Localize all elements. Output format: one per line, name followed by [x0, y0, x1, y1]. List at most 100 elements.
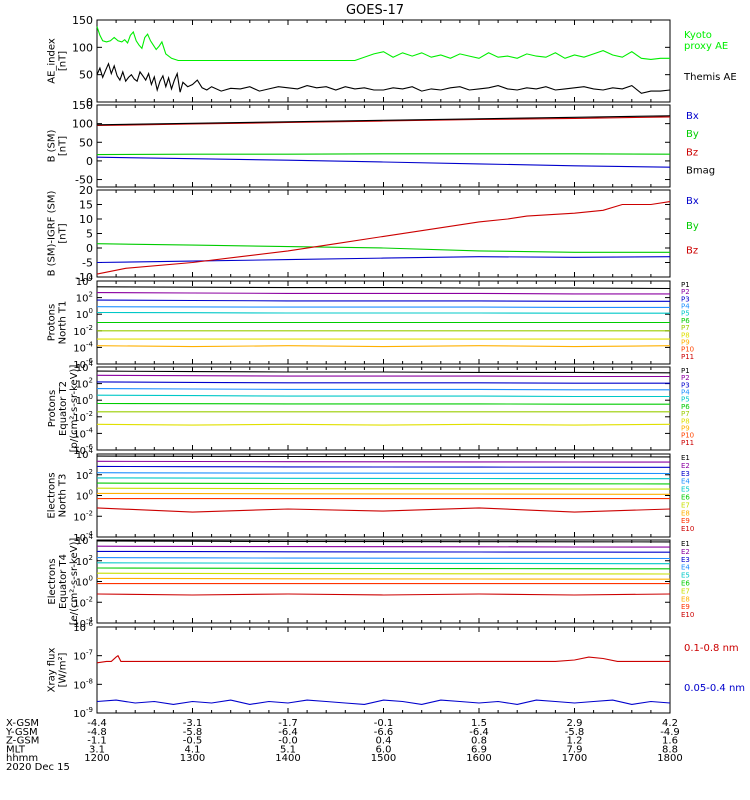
y-tick-exponent: -7 [86, 649, 93, 657]
y-tick-exponent: -6 [86, 443, 94, 451]
series-line-p3 [96, 381, 670, 384]
orbit-value: -4.8 [87, 727, 107, 738]
legend-entry: E10 [681, 525, 694, 533]
series-line-e2 [96, 545, 671, 548]
series-line-bx [96, 256, 671, 264]
legend-entry: E8 [681, 509, 690, 517]
y-tick-exponent: -4 [86, 426, 94, 434]
legend-entry: P10 [681, 346, 694, 354]
y-axis-title-line: B (SM)-IGRF (SM) [47, 191, 58, 277]
y-axis-title-line: North T3 [58, 474, 69, 518]
orbit-row-label: X-GSM [6, 718, 39, 729]
series-line-e5 [96, 562, 671, 565]
orbit-value: 4.1 [185, 744, 201, 755]
series-line-p2 [96, 292, 670, 295]
orbit-value: -5.8 [183, 727, 203, 738]
legend-entry: proxy AE [684, 41, 728, 52]
series-line-kyoto-proxy-ae [96, 26, 670, 62]
legend-entry: E7 [681, 501, 690, 509]
legend-entry: P10 [681, 432, 694, 440]
legend-entry: P4 [681, 389, 690, 397]
legend-entry: Bx [686, 196, 699, 207]
legend-entry: By [686, 221, 699, 232]
y-axis-title-line: [W/m²] [58, 652, 69, 687]
y-tick-exponent: -6 [86, 357, 94, 365]
orbit-value: 1200 [84, 753, 109, 764]
legend-entry: E7 [681, 587, 690, 595]
legend-entry: P11 [681, 439, 694, 447]
y-tick-label: 100 [72, 41, 93, 54]
y-tick-label: 10 [79, 213, 93, 226]
legend-entry: P2 [681, 288, 690, 296]
y-axis-title-line: [p/(cm²-s-sr-keV)] [69, 365, 80, 453]
y-axis-title-line: Protons [47, 390, 58, 427]
panel-legend: 0.1-0.8 nm 0.05-0.4 nm [684, 643, 745, 694]
y-axis-title-line: AE_index [47, 38, 58, 84]
y-tick-exponent: 2 [89, 554, 93, 562]
y-tick-exponent: -8 [86, 677, 93, 685]
legend-entry: P5 [681, 310, 690, 318]
orbit-value: 3.1 [89, 744, 105, 755]
panel-legend: Bx By Bz Bmag [686, 111, 715, 177]
legend-entry: By [686, 129, 699, 140]
legend-entry: E5 [681, 486, 690, 494]
y-tick-label: -10 [75, 271, 93, 284]
series-line-0-05-0-4-nm [96, 699, 671, 705]
orbit-value: 5.1 [280, 744, 296, 755]
legend-entry: Bz [686, 147, 698, 158]
legend-entry: E9 [681, 603, 690, 611]
y-tick-label: 150 [72, 14, 93, 27]
legend-entry: Bx [686, 111, 699, 122]
legend-entry: P2 [681, 374, 690, 382]
legend-entry: E10 [681, 611, 694, 619]
series-line-p4 [96, 306, 670, 308]
y-tick-exponent: 2 [89, 468, 93, 476]
y-tick-label: 15 [79, 199, 93, 212]
y-axis-title-line: B (SM) [47, 129, 58, 162]
plot-title: GOES-17 [346, 3, 404, 18]
y-tick-exponent: -2 [86, 324, 93, 332]
legend-entry: P6 [681, 317, 690, 325]
orbit-value: 0.8 [471, 736, 487, 747]
series-line-0-1-0-8-nm [96, 654, 670, 664]
series-line-e4 [96, 472, 671, 475]
orbit-value: 8.8 [662, 744, 678, 755]
orbit-value: -5.8 [565, 727, 585, 738]
y-tick-exponent: -2 [86, 410, 93, 418]
legend-entry: E6 [681, 494, 690, 502]
orbit-value: -6.4 [278, 727, 298, 738]
series-line-e8 [96, 577, 671, 580]
series-line-p9 [96, 345, 671, 348]
legend-entry: 0.1-0.8 nm [684, 643, 739, 654]
legend-entry: P9 [681, 338, 690, 346]
legend-entry: P8 [681, 417, 690, 425]
legend-entry: P1 [681, 367, 690, 375]
series-line-p8 [96, 423, 671, 426]
series-line-p6 [96, 402, 670, 405]
y-tick-exponent: 2 [89, 377, 93, 385]
y-tick-exponent: -2 [86, 509, 93, 517]
orbit-value: -0.0 [278, 736, 298, 747]
series-line-e3 [96, 550, 671, 553]
y-tick-label: -50 [75, 174, 93, 187]
orbit-value: 1400 [275, 753, 300, 764]
orbit-table: X-GSM -4.4 -3.1 -1.7 -0.1 1.5 2.9 4.2Y-GSM -4.8-… [5, 718, 683, 773]
legend-entry: Bmag [686, 166, 715, 177]
legend-entry: P7 [681, 324, 690, 332]
legend-entry: E3 [681, 470, 690, 478]
legend-entry: E1 [681, 454, 690, 462]
series-line-bz [96, 201, 671, 275]
y-tick-exponent: -2 [86, 595, 93, 603]
y-tick-exponent: 4 [89, 274, 94, 282]
legend-entry: P9 [681, 424, 690, 432]
legend-entry: P3 [681, 381, 690, 389]
legend-entry: E2 [681, 548, 690, 556]
orbit-row-label: Y-GSM [5, 727, 38, 738]
legend-entry: Bz [686, 246, 698, 257]
